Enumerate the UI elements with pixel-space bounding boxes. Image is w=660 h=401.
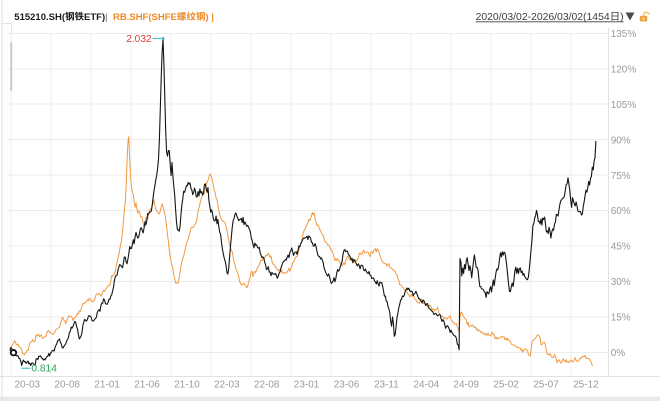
svg-text:): ) (620, 12, 623, 23)
svg-text:20-08: 20-08 (54, 380, 80, 391)
svg-text:21-01: 21-01 (94, 380, 120, 391)
svg-text:21-06: 21-06 (134, 380, 160, 391)
svg-text:25-02: 25-02 (493, 380, 519, 391)
svg-text:120%: 120% (611, 65, 637, 76)
svg-text:135%: 135% (611, 29, 637, 40)
svg-text:105%: 105% (611, 100, 637, 111)
svg-text:90%: 90% (611, 135, 631, 146)
svg-text:75%: 75% (611, 171, 631, 182)
svg-text:ETF): ETF) (84, 12, 105, 23)
svg-text:22-03: 22-03 (214, 380, 240, 391)
svg-text:15%: 15% (611, 313, 631, 324)
svg-text:2020/03/02-2026/03/02(1454: 2020/03/02-2026/03/02(1454 (476, 12, 610, 23)
svg-text:2.032: 2.032 (126, 34, 152, 45)
svg-text:23-06: 23-06 (334, 380, 360, 391)
svg-text:|: | (105, 12, 108, 23)
svg-text:23-01: 23-01 (294, 380, 320, 391)
svg-text:) |: ) | (205, 12, 213, 23)
svg-text:30%: 30% (611, 277, 631, 288)
svg-text:0.814: 0.814 (31, 364, 57, 375)
svg-text:20-03: 20-03 (15, 380, 41, 391)
svg-text:RB.SHF(SHFE: RB.SHF(SHFE (113, 12, 177, 23)
svg-text:25-07: 25-07 (533, 380, 559, 391)
svg-text:24-09: 24-09 (453, 380, 479, 391)
svg-text:25-12: 25-12 (573, 380, 599, 391)
svg-text:45%: 45% (611, 242, 631, 253)
svg-text:515210.SH(: 515210.SH( (14, 12, 66, 23)
svg-text:60%: 60% (611, 206, 631, 217)
svg-text:22-08: 22-08 (254, 380, 280, 391)
svg-text:23-11: 23-11 (374, 380, 399, 391)
svg-text:0%: 0% (611, 348, 626, 359)
svg-text:21-10: 21-10 (174, 380, 200, 391)
svg-text:24-04: 24-04 (414, 380, 440, 391)
